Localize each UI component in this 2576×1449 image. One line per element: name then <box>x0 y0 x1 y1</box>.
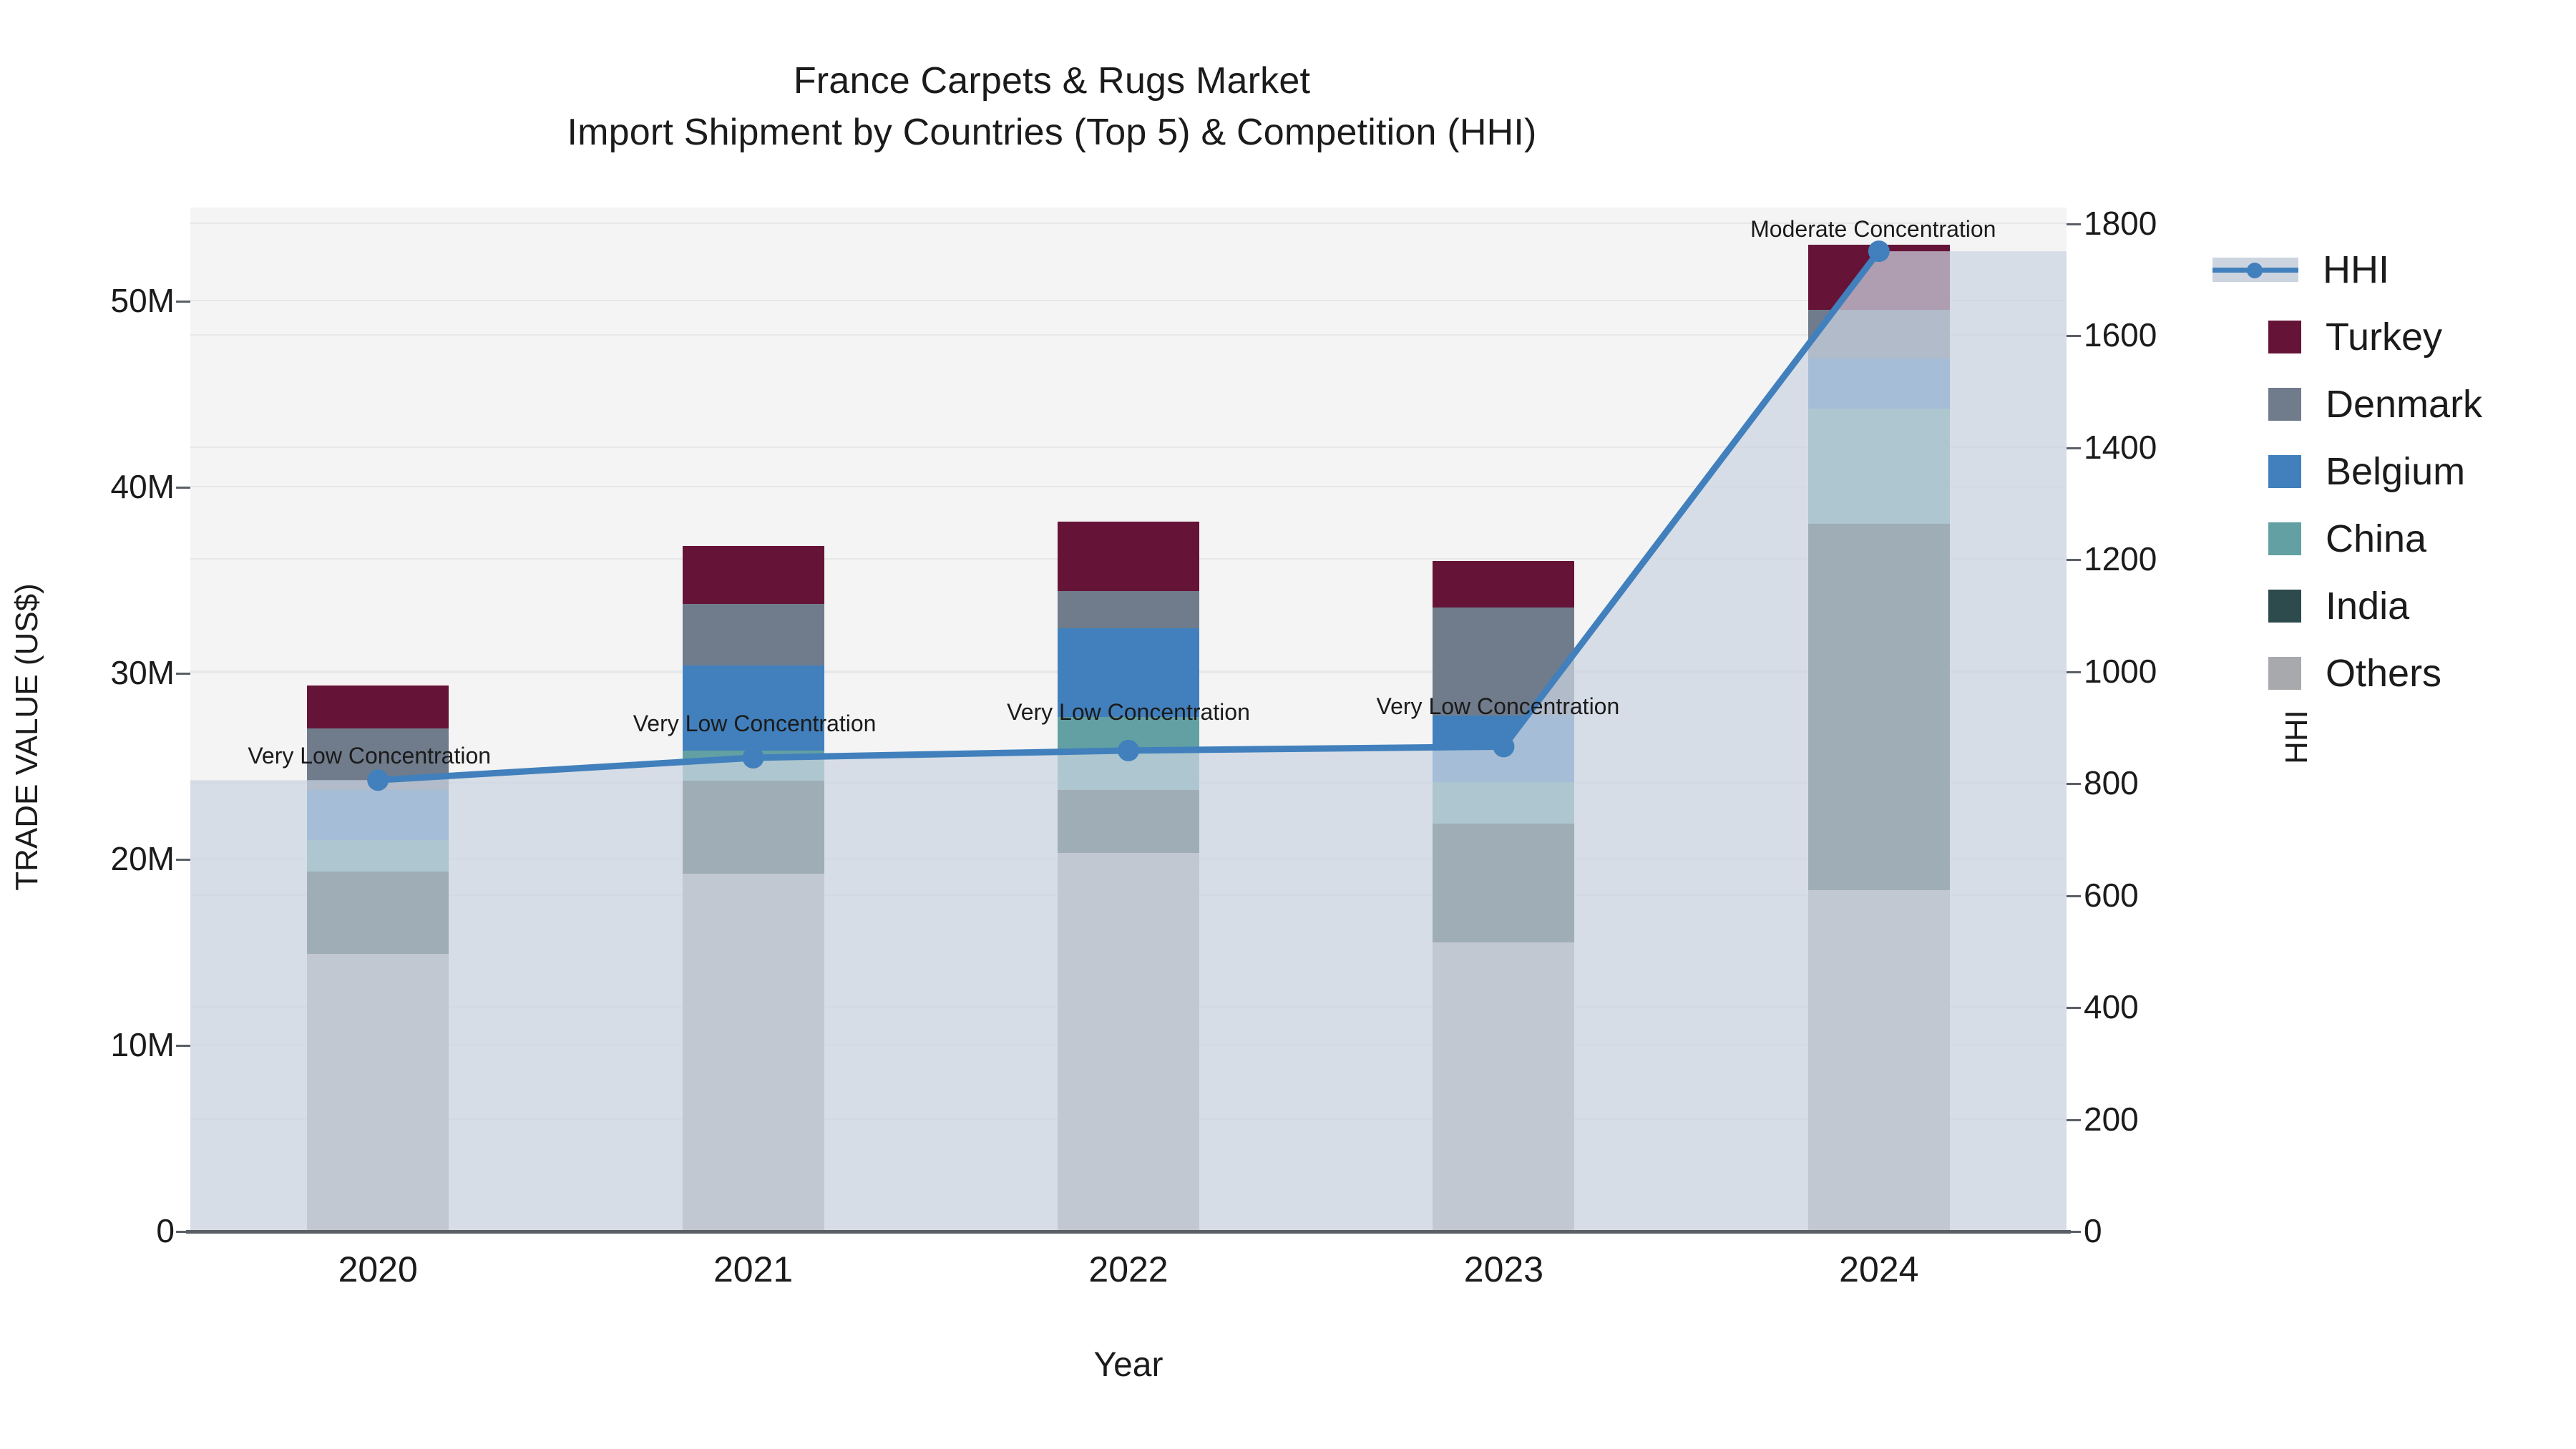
hhi-data-point[interactable] <box>367 769 389 791</box>
legend-swatch-belgium <box>2268 455 2301 488</box>
y-axis-right-tick-mark <box>2067 1118 2081 1121</box>
y-axis-left-tick-label: 10M <box>110 1026 175 1063</box>
x-axis-tick-label[interactable]: 2021 <box>713 1249 794 1289</box>
y-axis-left-tick-mark <box>176 1231 190 1233</box>
hhi-area-fill <box>190 251 2067 1231</box>
x-axis-line <box>186 1230 2071 1234</box>
gridline <box>190 486 2067 487</box>
legend-label: Denmark <box>2326 383 2483 426</box>
concentration-annotation: Very Low Concentration <box>248 743 492 769</box>
y-axis-right-tick-mark <box>2067 894 2081 897</box>
bar-segment-turkey[interactable] <box>682 546 824 604</box>
y-axis-left-tick-mark <box>176 301 190 303</box>
gridline <box>190 300 2067 301</box>
x-axis-tick-label[interactable]: 2023 <box>1463 1249 1544 1289</box>
x-axis-tick-label[interactable]: 2022 <box>1088 1249 1169 1289</box>
legend-line-marker <box>2247 263 2263 278</box>
legend-label: Belgium <box>2326 450 2466 493</box>
y-axis-left-label: TRADE VALUE (US$) <box>9 583 44 891</box>
x-axis-tick-label[interactable]: 2020 <box>338 1249 418 1289</box>
legend-swatch-china <box>2268 522 2301 555</box>
y-axis-left-tick-label: 0 <box>156 1212 175 1249</box>
legend-item-hhi[interactable]: HHI <box>2212 236 2482 303</box>
y-axis-right-tick-label: 800 <box>2084 764 2139 802</box>
hhi-data-point[interactable] <box>742 747 764 769</box>
y-axis-right-tick-mark <box>2067 783 2081 786</box>
y-axis-left-tick-label: 30M <box>110 654 175 691</box>
gridline <box>190 446 2067 448</box>
x-axis-label: Year <box>1093 1346 1163 1384</box>
y-axis-right-tick-label: 1000 <box>2084 652 2157 690</box>
legend-swatch-others <box>2268 657 2301 690</box>
y-axis-right-tick-label: 200 <box>2084 1100 2139 1138</box>
y-axis-right-tick-mark <box>2067 223 2081 225</box>
y-axis-left-tick-mark <box>176 859 190 861</box>
legend-item-belgium[interactable]: Belgium <box>2268 438 2482 505</box>
gridline <box>190 223 2067 224</box>
concentration-annotation: Very Low Concentration <box>1007 698 1250 725</box>
legend-label: China <box>2326 517 2427 560</box>
y-axis-right-tick-mark <box>2067 670 2081 673</box>
y-axis-right-tick-mark <box>2067 447 2081 449</box>
y-axis-right-tick-mark <box>2067 1007 2081 1010</box>
legend: HHI Turkey Denmark Belgium China India Others <box>2212 236 2482 707</box>
plot-area: Very Low Concentration Very Low Concentra… <box>190 208 2067 1231</box>
y-axis-left-tick-label: 20M <box>110 840 175 877</box>
y-axis-right-tick-label: 1800 <box>2084 205 2157 242</box>
y-axis-right-tick-label: 1600 <box>2084 316 2157 354</box>
y-axis-right-tick-label: 400 <box>2084 988 2139 1026</box>
y-axis-right-tick-mark <box>2067 559 2081 562</box>
legend-label: HHI <box>2323 248 2389 291</box>
hhi-line-overlay <box>190 240 2067 1231</box>
y-axis-left-tick-mark <box>176 673 190 675</box>
bar-segment-belgium[interactable] <box>1058 628 1199 718</box>
bar-segment-turkey[interactable] <box>1433 561 1575 608</box>
bar-segment-denmark[interactable] <box>1058 590 1199 628</box>
y-axis-left-tick-mark <box>176 1045 190 1047</box>
concentration-annotation: Very Low Concentration <box>633 711 877 737</box>
legend-item-denmark[interactable]: Denmark <box>2268 371 2482 438</box>
page-title: France Carpets & Rugs Market <box>793 60 1311 102</box>
y-axis-right-tick-mark <box>2067 335 2081 338</box>
legend-line-icon <box>2212 253 2298 286</box>
legend-item-turkey[interactable]: Turkey <box>2268 303 2482 371</box>
bar-segment-turkey[interactable] <box>307 686 449 728</box>
bar-segment-belgium[interactable] <box>682 665 824 751</box>
bar-segment-turkey[interactable] <box>1058 522 1199 591</box>
gridline <box>190 334 2067 336</box>
y-axis-right-tick-label: 1200 <box>2084 540 2157 578</box>
page-subtitle: Import Shipment by Countries (Top 5) & C… <box>567 111 1537 153</box>
bar-segment-denmark[interactable] <box>682 603 824 665</box>
y-axis-right-tick-label: 1400 <box>2084 428 2157 466</box>
y-axis-right-tick-label: 0 <box>2084 1212 2102 1249</box>
y-axis-left-tick-label: 40M <box>110 468 175 505</box>
y-axis-left-tick-label: 50M <box>110 282 175 319</box>
legend-swatch-turkey <box>2268 321 2301 353</box>
legend-swatch-denmark <box>2268 388 2301 421</box>
concentration-annotation: Moderate Concentration <box>1750 216 1996 242</box>
legend-swatch-india <box>2268 590 2301 623</box>
legend-item-others[interactable]: Others <box>2268 640 2482 707</box>
legend-label: India <box>2326 585 2410 628</box>
hhi-data-point[interactable] <box>1118 739 1139 761</box>
hhi-data-point[interactable] <box>1493 736 1515 758</box>
hhi-data-point[interactable] <box>1868 240 1890 263</box>
chart-title-block: France Carpets & Rugs Market Import Ship… <box>0 56 2104 159</box>
legend-label: Others <box>2326 652 2442 695</box>
y-axis-left-tick-mark <box>176 487 190 489</box>
legend-label: Turkey <box>2326 316 2443 358</box>
x-axis-tick-label[interactable]: 2024 <box>1839 1249 1919 1289</box>
y-axis-right-tick-label: 600 <box>2084 876 2139 914</box>
y-axis-right-tick-mark <box>2067 1231 2081 1233</box>
concentration-annotation: Very Low Concentration <box>1376 693 1620 720</box>
legend-item-india[interactable]: India <box>2268 572 2482 640</box>
legend-item-china[interactable]: China <box>2268 505 2482 572</box>
